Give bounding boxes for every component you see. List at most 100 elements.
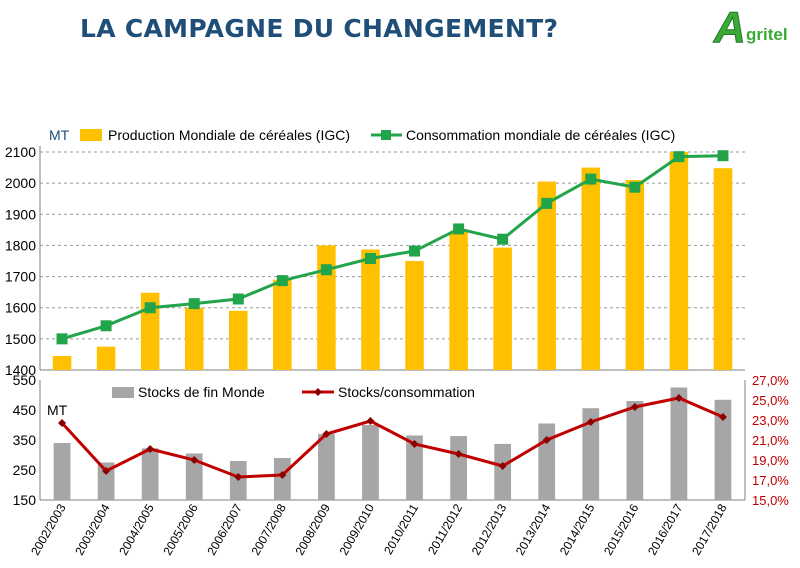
- consumption-marker: [453, 223, 465, 235]
- bottom-y2-tick-label: 27,0%: [752, 373, 789, 388]
- bottom-y2-tick-label: 23,0%: [752, 413, 789, 428]
- consumption-marker: [585, 173, 597, 185]
- production-bar: [713, 168, 733, 370]
- top-y-tick-label: 1400: [5, 362, 36, 378]
- consumption-marker: [409, 245, 421, 257]
- consumption-marker: [673, 151, 685, 163]
- stocks-bar: [626, 401, 644, 500]
- legend-stocks-label: Stocks de fin Monde: [138, 384, 265, 400]
- stocks-ratio-marker: [586, 418, 595, 426]
- legend-consumption-marker: [381, 130, 391, 140]
- stocks-ratio-marker: [146, 445, 155, 453]
- production-bar: [581, 167, 601, 370]
- stocks-ratio-marker: [102, 467, 111, 475]
- production-bar: [449, 231, 468, 370]
- stocks-bar: [97, 462, 115, 500]
- consumption-marker: [364, 253, 376, 265]
- production-bar: [273, 279, 292, 370]
- production-bar: [405, 261, 424, 370]
- stocks-ratio-marker: [542, 436, 551, 444]
- stocks-ratio-marker: [190, 456, 199, 464]
- top-y-tick-label: 1800: [5, 237, 36, 253]
- top-y-tick-label: 2000: [5, 175, 36, 191]
- agritel-logo: A gritel: [713, 3, 788, 51]
- x-tick-label: 2017/2018: [689, 501, 730, 557]
- stocks-ratio-marker: [322, 430, 331, 438]
- stocks-ratio-line: [60, 396, 724, 479]
- top-y-tick-label: 1900: [5, 206, 36, 222]
- production-bar: [361, 249, 380, 370]
- consumption-marker: [320, 264, 332, 276]
- stocks-ratio-marker: [718, 413, 727, 421]
- stocks-ratio-marker: [454, 450, 463, 458]
- consumption-marker: [56, 333, 68, 345]
- x-tick-label: 2002/2003: [28, 501, 69, 557]
- x-tick-label: 2015/2016: [601, 501, 642, 557]
- legend-production-swatch: [80, 129, 102, 141]
- production-bar: [317, 245, 336, 370]
- production-bar: [537, 181, 556, 370]
- stocks-ratio-marker: [58, 419, 67, 427]
- x-tick-label: 2011/2012: [425, 501, 465, 557]
- stocks-ratio-marker: [498, 462, 507, 470]
- stocks-ratio-marker: [366, 417, 375, 425]
- production-bar: [625, 180, 645, 370]
- production-bar: [229, 310, 248, 370]
- production-bar: [493, 247, 512, 370]
- bottom-y-tick-label: 150: [13, 492, 37, 508]
- bottom-y2-tick-label: 25,0%: [752, 393, 789, 408]
- x-tick-label: 2008/2009: [293, 501, 334, 557]
- top-y-tick-label: 1700: [5, 269, 36, 285]
- top-unit-label: MT: [49, 127, 70, 143]
- bottom-y2-tick-label: 19,0%: [752, 453, 789, 468]
- x-tick-label: 2014/2015: [557, 501, 598, 557]
- legend-consumption-label: Consommation mondiale de céréales (IGC): [406, 127, 675, 143]
- stocks-bar: [406, 435, 423, 500]
- stocks-bar: [318, 434, 335, 500]
- consumption-marker: [100, 320, 112, 332]
- bottom-y-tick-label: 250: [13, 462, 37, 478]
- stocks-bar: [714, 399, 732, 500]
- x-tick-label: 2006/2007: [204, 501, 245, 557]
- stocks-bar: [450, 436, 467, 500]
- stocks-bar: [494, 443, 512, 500]
- consumption-marker: [717, 150, 729, 162]
- stocks-bar: [141, 448, 159, 500]
- x-tick-label: 2012/2013: [469, 501, 510, 557]
- stocks-bar: [670, 387, 688, 500]
- consumption-marker: [232, 293, 244, 305]
- stocks-ratio-marker: [630, 403, 639, 411]
- bottom-y2-tick-label: 21,0%: [752, 433, 789, 448]
- stocks-bar: [582, 408, 600, 500]
- stocks-ratio-marker: [234, 473, 243, 481]
- bottom-y-tick-label: 450: [13, 402, 37, 418]
- bottom-y-tick-label: 550: [13, 372, 37, 388]
- consumption-marker: [541, 197, 553, 209]
- stocks-ratio-marker: [410, 440, 419, 448]
- logo-text: gritel: [746, 25, 788, 44]
- x-tick-label: 2004/2005: [116, 501, 157, 557]
- consumption-marker: [276, 275, 288, 287]
- stocks-bar: [362, 425, 379, 500]
- legend-production-label: Production Mondiale de céréales (IGC): [108, 127, 350, 143]
- consumption-marker: [629, 181, 641, 193]
- production-bar: [669, 152, 689, 370]
- consumption-marker: [188, 298, 200, 310]
- top-y-tick-label: 2100: [5, 144, 36, 160]
- consumption-marker: [497, 233, 509, 245]
- bottom-y2-tick-label: 15,0%: [752, 493, 789, 508]
- stocks-bar: [538, 423, 556, 500]
- stocks-ratio-marker: [278, 471, 287, 479]
- top-y-tick-label: 1600: [5, 300, 36, 316]
- x-tick-label: 2016/2017: [645, 501, 686, 557]
- stocks-ratio-marker: [674, 394, 683, 402]
- bottom-y-tick-label: 350: [13, 432, 37, 448]
- stocks-bar: [185, 453, 203, 500]
- legend-ratio-label: Stocks/consommation: [338, 384, 475, 400]
- x-tick-label: 2010/2011: [381, 501, 421, 557]
- production-bar: [96, 346, 116, 370]
- x-tick-label: 2007/2008: [248, 501, 289, 557]
- bottom-y2-tick-label: 17,0%: [752, 473, 789, 488]
- page-title: LA CAMPAGNE DU CHANGEMENT?: [80, 14, 559, 43]
